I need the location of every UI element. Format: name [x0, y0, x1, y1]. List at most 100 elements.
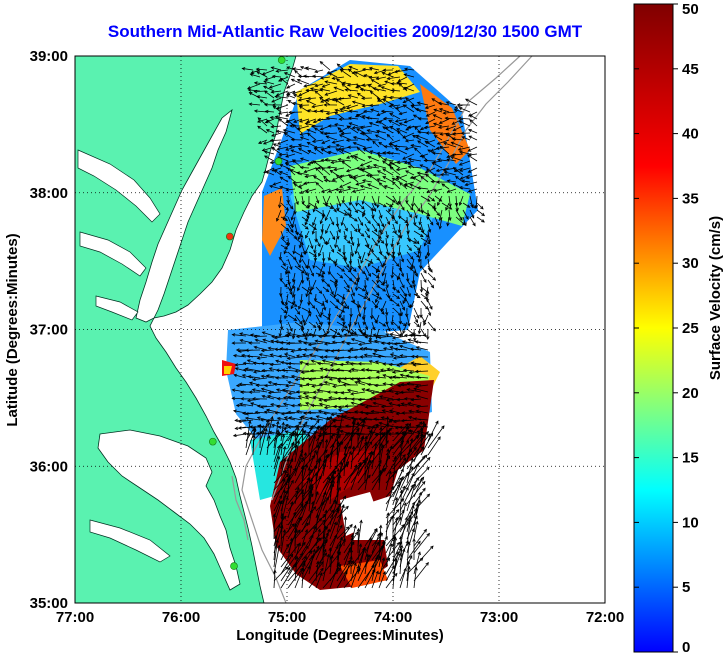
vector-head — [320, 567, 324, 572]
vector-head — [285, 227, 290, 232]
vector-head — [409, 267, 414, 271]
vector-head — [296, 311, 301, 315]
vector-head — [435, 168, 440, 173]
vector-head — [341, 328, 345, 333]
vector-head — [348, 65, 353, 70]
vector-head — [410, 206, 414, 211]
velocity-vector — [279, 153, 289, 156]
vector-head — [346, 355, 351, 360]
velocity-vector — [257, 117, 268, 127]
velocity-vector — [333, 167, 345, 171]
vector-head — [362, 148, 367, 152]
vector-head — [464, 182, 469, 187]
vector-head — [336, 396, 341, 401]
vector-head — [400, 438, 405, 443]
vector-head — [299, 453, 303, 458]
velocity-vector — [263, 167, 275, 174]
vector-head — [320, 312, 324, 316]
vector-head — [318, 475, 323, 480]
vector-head — [287, 175, 292, 180]
vector-head — [410, 397, 415, 402]
vector-head — [353, 355, 358, 359]
velocity-vector — [425, 286, 429, 296]
velocity-vector — [291, 375, 303, 379]
velocity-vector — [412, 272, 415, 284]
vector-head — [382, 126, 386, 130]
velocity-vector — [292, 328, 296, 339]
vector-head — [289, 328, 293, 332]
velocity-vector — [318, 244, 324, 257]
velocity-vector — [309, 377, 324, 380]
vector-head — [328, 396, 333, 400]
velocity-vector — [450, 156, 464, 162]
vector-head — [290, 216, 294, 221]
velocity-vector — [405, 97, 415, 106]
velocity-vector — [262, 331, 275, 337]
vector-head — [255, 383, 260, 388]
vector-head — [264, 109, 269, 114]
velocity-vector — [301, 568, 304, 589]
velocity-vector — [326, 135, 338, 141]
vector-head — [408, 370, 413, 375]
velocity-vector — [462, 202, 470, 208]
vector-head — [305, 362, 309, 366]
velocity-vector — [446, 101, 457, 106]
vector-head — [319, 367, 324, 371]
colorbar-tick-label: 45 — [682, 61, 699, 78]
velocity-vector — [327, 166, 338, 169]
velocity-vector — [301, 490, 312, 519]
vector-head — [294, 377, 299, 382]
vector-head — [333, 294, 337, 299]
velocity-vector — [348, 321, 352, 334]
vector-head — [401, 340, 406, 344]
vector-head — [312, 506, 317, 510]
velocity-vector — [350, 391, 366, 395]
velocity-vector — [314, 83, 324, 87]
velocity-vector — [245, 417, 261, 421]
vector-head — [285, 113, 290, 117]
velocity-vector — [413, 521, 418, 540]
velocity-vector — [285, 265, 289, 275]
vector-head — [419, 289, 424, 293]
vector-head — [403, 397, 408, 401]
vector-head — [325, 111, 330, 116]
vector-head — [310, 124, 315, 129]
vector-head — [376, 178, 381, 182]
velocity-vector — [406, 483, 416, 512]
velocity-vector — [357, 223, 360, 232]
vector-head — [319, 127, 324, 131]
vector-head — [356, 527, 361, 532]
velocity-vector — [315, 572, 323, 589]
vector-head — [286, 242, 291, 247]
vector-head — [328, 72, 333, 76]
vector-head — [269, 160, 274, 165]
velocity-vector — [410, 174, 422, 179]
vector-head — [410, 144, 415, 148]
vector-head — [415, 240, 420, 245]
velocity-vector — [378, 571, 386, 589]
vector-head — [392, 419, 397, 424]
velocity-vector — [404, 87, 415, 92]
vector-head — [324, 80, 329, 84]
velocity-vector — [426, 293, 429, 302]
vector-head — [285, 473, 290, 478]
velocity-vector — [273, 501, 282, 526]
x-tick-label: 76:00 — [162, 609, 200, 626]
y-axis-label: Latitude (Degrees:Minutes) — [4, 233, 21, 426]
vector-head — [403, 322, 407, 327]
vector-head — [288, 144, 293, 149]
velocity-vector — [287, 314, 297, 321]
velocity-vector — [279, 328, 282, 337]
vector-head — [246, 359, 251, 363]
velocity-vector — [273, 566, 288, 582]
velocity-vector — [296, 355, 310, 358]
velocity-vector — [402, 132, 415, 139]
vector-head — [388, 120, 392, 124]
velocity-vector — [389, 161, 401, 169]
velocity-vector — [335, 109, 345, 113]
vector-head — [323, 342, 328, 346]
velocity-vector — [297, 230, 303, 240]
vector-head — [341, 268, 346, 272]
velocity-vector — [234, 374, 247, 379]
velocity-vector — [286, 83, 296, 89]
